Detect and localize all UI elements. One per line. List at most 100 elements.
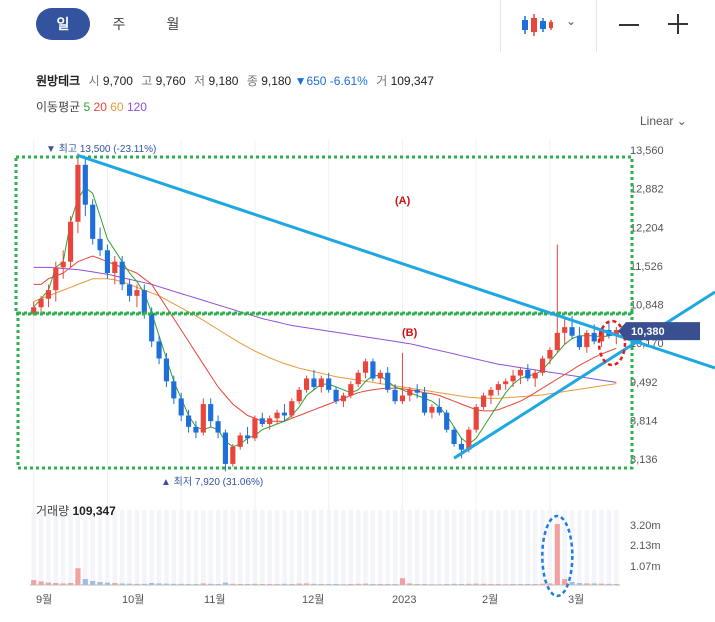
candle-body: [525, 369, 531, 379]
candle-body: [510, 375, 516, 382]
candle-body: [303, 378, 310, 390]
candle-body: [281, 412, 288, 416]
candle-body: [436, 406, 442, 413]
volume-bar: [562, 579, 568, 585]
minus-icon[interactable]: [619, 24, 639, 26]
volume-bar: [222, 582, 229, 585]
volume-bar: [407, 583, 413, 585]
candle-body: [370, 361, 376, 379]
volume-bar: [200, 583, 206, 585]
volume-bar: [134, 583, 140, 585]
volume-bar: [451, 583, 457, 585]
candle-body: [326, 378, 332, 390]
candle-body: [215, 421, 221, 433]
volume-value: 109,347: [390, 74, 434, 88]
candle-body: [333, 389, 339, 402]
price-axis-label: 9,492: [630, 377, 658, 389]
candle-body: [539, 358, 546, 373]
candle-body: [53, 267, 59, 291]
ma20-line: [33, 255, 617, 422]
candle-body: [45, 290, 52, 299]
tab-week[interactable]: 주: [112, 16, 126, 32]
candle-body: [392, 389, 398, 402]
volume-bar: [75, 568, 81, 585]
candle-body: [193, 426, 199, 433]
candle-body: [576, 335, 583, 348]
tab-day[interactable]: 일: [36, 8, 90, 40]
candle-body: [119, 261, 125, 285]
volume-bar: [355, 583, 361, 585]
change-value: ▼650 -6.61%: [294, 74, 368, 88]
divider: [500, 0, 501, 52]
candle-body: [67, 221, 74, 262]
candle-body: [185, 415, 192, 427]
volume-bar: [178, 583, 184, 585]
volume-bar: [31, 580, 37, 585]
ma-legend[interactable]: 이동평균 5 20 60 120: [36, 98, 147, 115]
current-price-label: 10,380: [631, 326, 665, 338]
ma5-label: 5: [83, 100, 91, 114]
price-axis-label: 12,882: [630, 184, 664, 196]
candle-body: [532, 372, 538, 379]
candle-body: [178, 398, 184, 416]
low-note: ▲ 최저 7,920 (31.06%): [161, 476, 263, 488]
candle-body: [613, 330, 619, 336]
support-trendline: [453, 290, 715, 460]
volume-bar: [208, 583, 214, 585]
candle-body: [90, 204, 96, 239]
stock-chart[interactable]: 13,56012,88212,20411,52610,84810,1709,49…: [0, 130, 715, 622]
high-label: 고: [141, 74, 153, 88]
price-axis-label: 13,560: [630, 145, 664, 157]
high-value: 9,760: [155, 74, 186, 88]
volume-axis-label: 1.07m: [630, 561, 661, 573]
candle-body: [473, 406, 479, 430]
candle-body: [311, 378, 317, 387]
scale-selector[interactable]: Linear ⌄: [640, 114, 687, 128]
candle-body: [355, 372, 361, 385]
tab-month[interactable]: 월: [166, 16, 180, 32]
candle-body: [149, 312, 155, 342]
candle-body: [517, 369, 524, 376]
volume-bar: [606, 583, 612, 585]
candle-body: [362, 361, 369, 373]
volume-bar: [38, 581, 44, 585]
volume-bar: [156, 583, 162, 585]
candle-body: [244, 435, 251, 439]
ma60-label: 60: [110, 100, 124, 114]
candle-body: [267, 418, 273, 425]
candle-body: [126, 284, 133, 296]
candle-body: [503, 381, 509, 385]
candle-body: [82, 164, 88, 205]
candlestick-chart-icon[interactable]: [520, 12, 554, 38]
volume-bar: [97, 582, 103, 585]
price-axis-label: 10,848: [630, 300, 664, 312]
price-axis-label: 11,526: [630, 261, 663, 273]
volume-bar: [547, 583, 553, 585]
chevron-down-icon[interactable]: ⌄: [566, 14, 577, 28]
candle-body: [237, 435, 243, 447]
ma20-label: 20: [93, 100, 107, 114]
resistance-trendline: [77, 153, 715, 370]
candle-body: [252, 418, 258, 439]
candle-body: [591, 332, 597, 342]
candle-body: [38, 298, 44, 308]
volume-bar: [466, 583, 472, 585]
current-price-tag: [618, 322, 700, 341]
candle-body: [31, 307, 37, 313]
volume-bar: [569, 582, 575, 585]
volume-bar: [163, 583, 170, 585]
divider: [596, 0, 597, 52]
highlight-circle: [597, 319, 627, 367]
candle-body: [75, 164, 81, 222]
plus-icon[interactable]: [668, 14, 688, 34]
close-label: 종: [246, 74, 258, 88]
volume-bar: [82, 579, 88, 585]
x-axis-label: 12월: [302, 593, 324, 606]
candle-body: [377, 372, 383, 379]
volume-bar: [362, 583, 369, 585]
ma60-line: [33, 278, 617, 399]
volume-panel-label: 거래량 109,347: [36, 502, 116, 519]
candle-body: [259, 418, 265, 425]
open-label: 시: [88, 74, 100, 88]
candle-body: [584, 332, 590, 348]
